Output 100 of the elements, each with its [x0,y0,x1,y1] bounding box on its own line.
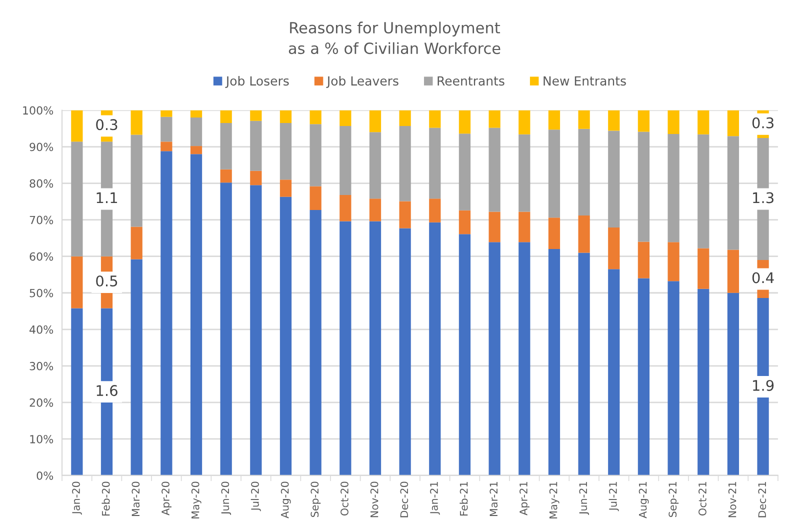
bar [488,212,500,242]
bar [71,308,83,476]
bar [488,128,500,212]
bar [369,198,382,222]
x-tick-label: Apr-20 [162,482,172,516]
bar [130,110,142,135]
bar [399,228,411,476]
x-tick-label: Jun-21 [579,482,590,515]
legend-label: Job Leavers [326,76,398,88]
bar [548,130,560,218]
bar [220,110,232,124]
chart-title: Reasons for Unemployment as a % of Civilian Workforce [288,22,500,54]
bar [429,198,441,222]
bar [429,222,441,476]
x-tick-label: Oct-20 [340,482,348,516]
bar [608,110,620,131]
bar [548,218,560,250]
bar [698,288,710,476]
y-tick-label: 50% [30,288,54,298]
bar [220,169,232,183]
bar [668,110,680,134]
x-tick-label: Oct-21 [698,482,706,516]
legend-label: Reentrants [438,76,504,86]
x-tick-label: Nov-20 [370,482,378,518]
y-tick-label: 20% [30,398,54,407]
bar [399,126,411,202]
annotation: 1.1 [96,192,118,204]
bar [488,242,500,476]
bar [727,292,740,476]
x-tick-label: Sep-21 [668,482,679,518]
x-tick-label: Mar-21 [490,482,498,516]
y-tick-label: 80% [30,179,54,188]
bar [190,118,202,146]
legend-label: Job Losers [225,76,289,88]
bar [578,128,590,216]
bar [458,210,471,234]
x-tick-label: May-21 [549,482,560,518]
bar [340,194,352,222]
bar [280,180,292,197]
bar [727,250,740,293]
bar [280,123,292,180]
y-tick-label: 30% [30,362,54,370]
y-tick-label: 100% [23,106,54,115]
bar [250,110,262,121]
y-tick-label: 60% [30,252,54,261]
x-tick-label: Aug-20 [280,482,291,518]
bar [698,134,710,248]
x-tick-label: Dec-21 [758,482,766,518]
bar [280,196,292,476]
bar [340,221,352,476]
bar [727,136,740,250]
bar [160,151,172,476]
x-tick-label: Jul-21 [608,482,619,512]
bar [578,110,590,129]
bar [518,110,530,134]
bar [548,110,560,130]
bar [160,110,172,117]
bar [280,110,292,124]
bar [668,281,680,476]
annotation: 1.9 [753,380,774,391]
x-tick-label: Sep-20 [310,482,321,518]
x-tick-label: Jan-21 [430,482,440,515]
y-tick-label: 90% [30,142,54,152]
bar [250,185,262,476]
bar [130,134,142,227]
legend-label: New Entrants [544,76,626,86]
bar [488,110,500,128]
bar [638,242,650,278]
bar [369,221,382,476]
bar [399,201,411,228]
y-tick-label: 10% [30,434,54,444]
bar [340,110,352,126]
bar [250,170,262,186]
bar [608,227,620,270]
bar [578,252,590,476]
bar [340,126,352,195]
bar [727,110,740,136]
bar [130,259,142,476]
bar [548,249,560,476]
bar [190,146,202,154]
bar [71,110,83,142]
annotation: 0.3 [752,117,774,128]
bar [220,123,232,170]
bar [698,248,710,289]
bar [310,124,322,186]
x-tick-label: Feb-21 [460,482,468,516]
x-tick-label: Jan-20 [72,482,82,515]
x-tick-label: Feb-20 [102,482,110,516]
bar [518,242,530,476]
x-tick-label: Dec-20 [400,482,408,518]
bar [638,110,650,132]
bar [250,120,262,171]
annotation: 0.4 [752,272,774,284]
bar [190,154,202,476]
x-tick-label: Jul-20 [250,482,261,512]
bar [399,110,411,126]
bar [310,186,322,210]
bar [369,110,382,132]
bar [638,278,650,476]
x-tick-label: May-20 [191,482,202,518]
